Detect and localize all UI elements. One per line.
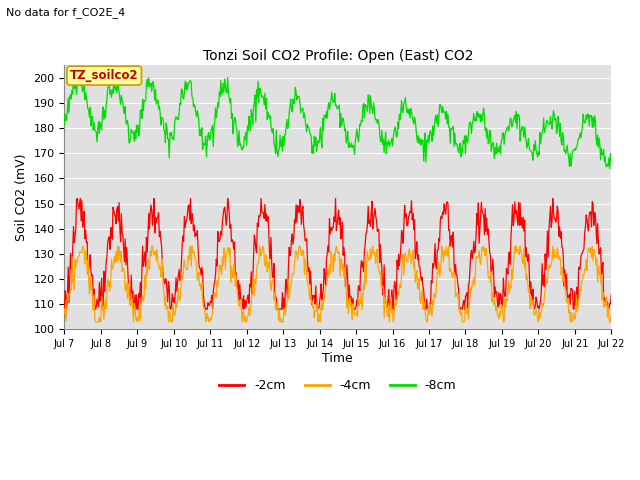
- Legend: -2cm, -4cm, -8cm: -2cm, -4cm, -8cm: [214, 374, 461, 397]
- Y-axis label: Soil CO2 (mV): Soil CO2 (mV): [15, 154, 28, 241]
- Text: No data for f_CO2E_4: No data for f_CO2E_4: [6, 7, 125, 18]
- Text: TZ_soilco2: TZ_soilco2: [70, 69, 138, 82]
- X-axis label: Time: Time: [323, 352, 353, 365]
- Title: Tonzi Soil CO2 Profile: Open (East) CO2: Tonzi Soil CO2 Profile: Open (East) CO2: [203, 48, 473, 62]
